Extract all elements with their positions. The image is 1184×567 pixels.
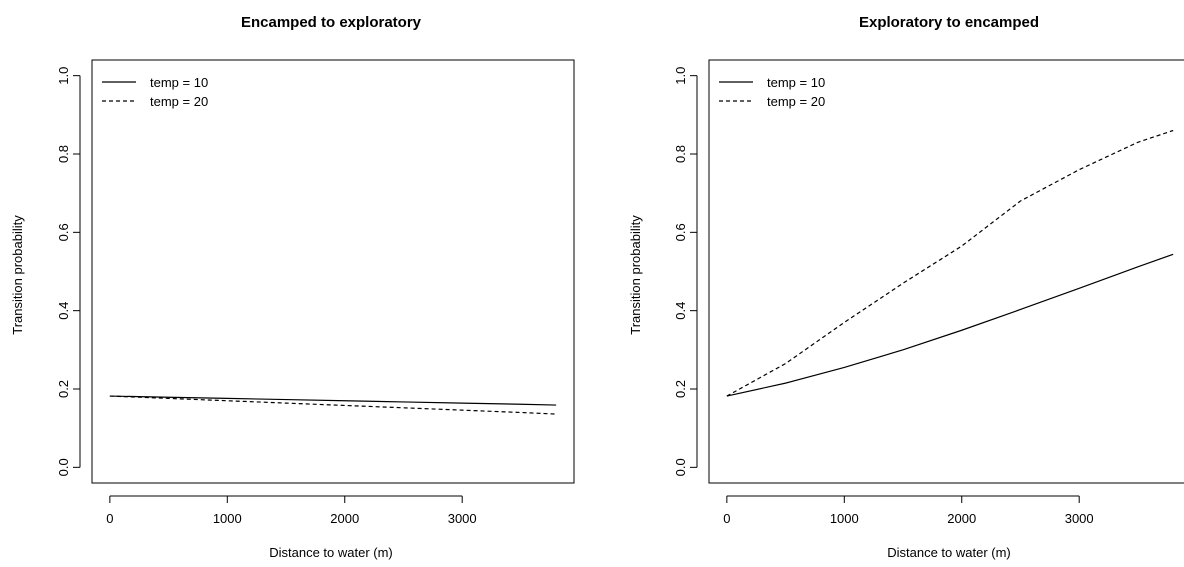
- y-tick-label: 1.0: [673, 67, 688, 85]
- series-line-temp-10: [109, 395, 557, 406]
- y-tick-label: 1.0: [56, 67, 71, 85]
- x-tick-label: 1000: [213, 511, 242, 526]
- x-axis-label: Distance to water (m): [887, 545, 1011, 560]
- legend-label: temp = 10: [767, 75, 825, 90]
- y-tick-label: 0.2: [56, 380, 71, 398]
- legend: temp = 10 temp = 20: [102, 75, 208, 109]
- y-axis: 0.0 0.2 0.4 0.6 0.8 1.0: [56, 67, 81, 476]
- chart-panel-encamped-to-exploratory: Encamped to exploratory Distance to wate…: [10, 14, 575, 560]
- y-tick-label: 0.4: [673, 302, 688, 320]
- y-tick-label: 0.2: [673, 380, 688, 398]
- y-tick-label: 0.4: [56, 302, 71, 320]
- x-axis: 0 1000 2000 3000: [106, 495, 477, 526]
- y-axis-label: Transition probability: [628, 215, 643, 335]
- series-line-temp-20: [109, 395, 557, 415]
- legend-label: temp = 20: [150, 94, 208, 109]
- y-tick-label: 0.6: [673, 223, 688, 241]
- plot-frame: [91, 59, 575, 484]
- x-axis: 0 1000 2000 3000: [723, 495, 1094, 526]
- y-tick-label: 0.8: [56, 145, 71, 163]
- y-axis: 0.0 0.2 0.4 0.6 0.8 1.0: [673, 67, 698, 476]
- x-tick-label: 0: [106, 511, 113, 526]
- x-tick-label: 2000: [947, 511, 976, 526]
- x-tick-label: 1000: [830, 511, 859, 526]
- x-tick-label: 3000: [1065, 511, 1094, 526]
- y-tick-label: 0.8: [673, 145, 688, 163]
- x-axis-label: Distance to water (m): [269, 545, 393, 560]
- y-axis-label: Transition probability: [10, 215, 25, 335]
- legend: temp = 10 temp = 20: [719, 75, 825, 109]
- plot-frame: [708, 59, 1184, 484]
- y-tick-label: 0.0: [56, 458, 71, 476]
- chart-panel-exploratory-to-encamped: Exploratory to encamped Distance to wate…: [628, 14, 1184, 560]
- y-tick-label: 0.0: [673, 458, 688, 476]
- series-lines: [726, 129, 1174, 397]
- x-tick-label: 3000: [448, 511, 477, 526]
- chart-title: Exploratory to encamped: [859, 14, 1039, 31]
- series-lines: [109, 395, 557, 415]
- series-line-temp-10: [726, 253, 1174, 397]
- x-tick-label: 2000: [330, 511, 359, 526]
- y-tick-label: 0.6: [56, 223, 71, 241]
- chart-title: Encamped to exploratory: [241, 14, 422, 31]
- x-tick-label: 0: [723, 511, 730, 526]
- legend-label: temp = 20: [767, 94, 825, 109]
- series-line-temp-20: [726, 129, 1174, 397]
- legend-label: temp = 10: [150, 75, 208, 90]
